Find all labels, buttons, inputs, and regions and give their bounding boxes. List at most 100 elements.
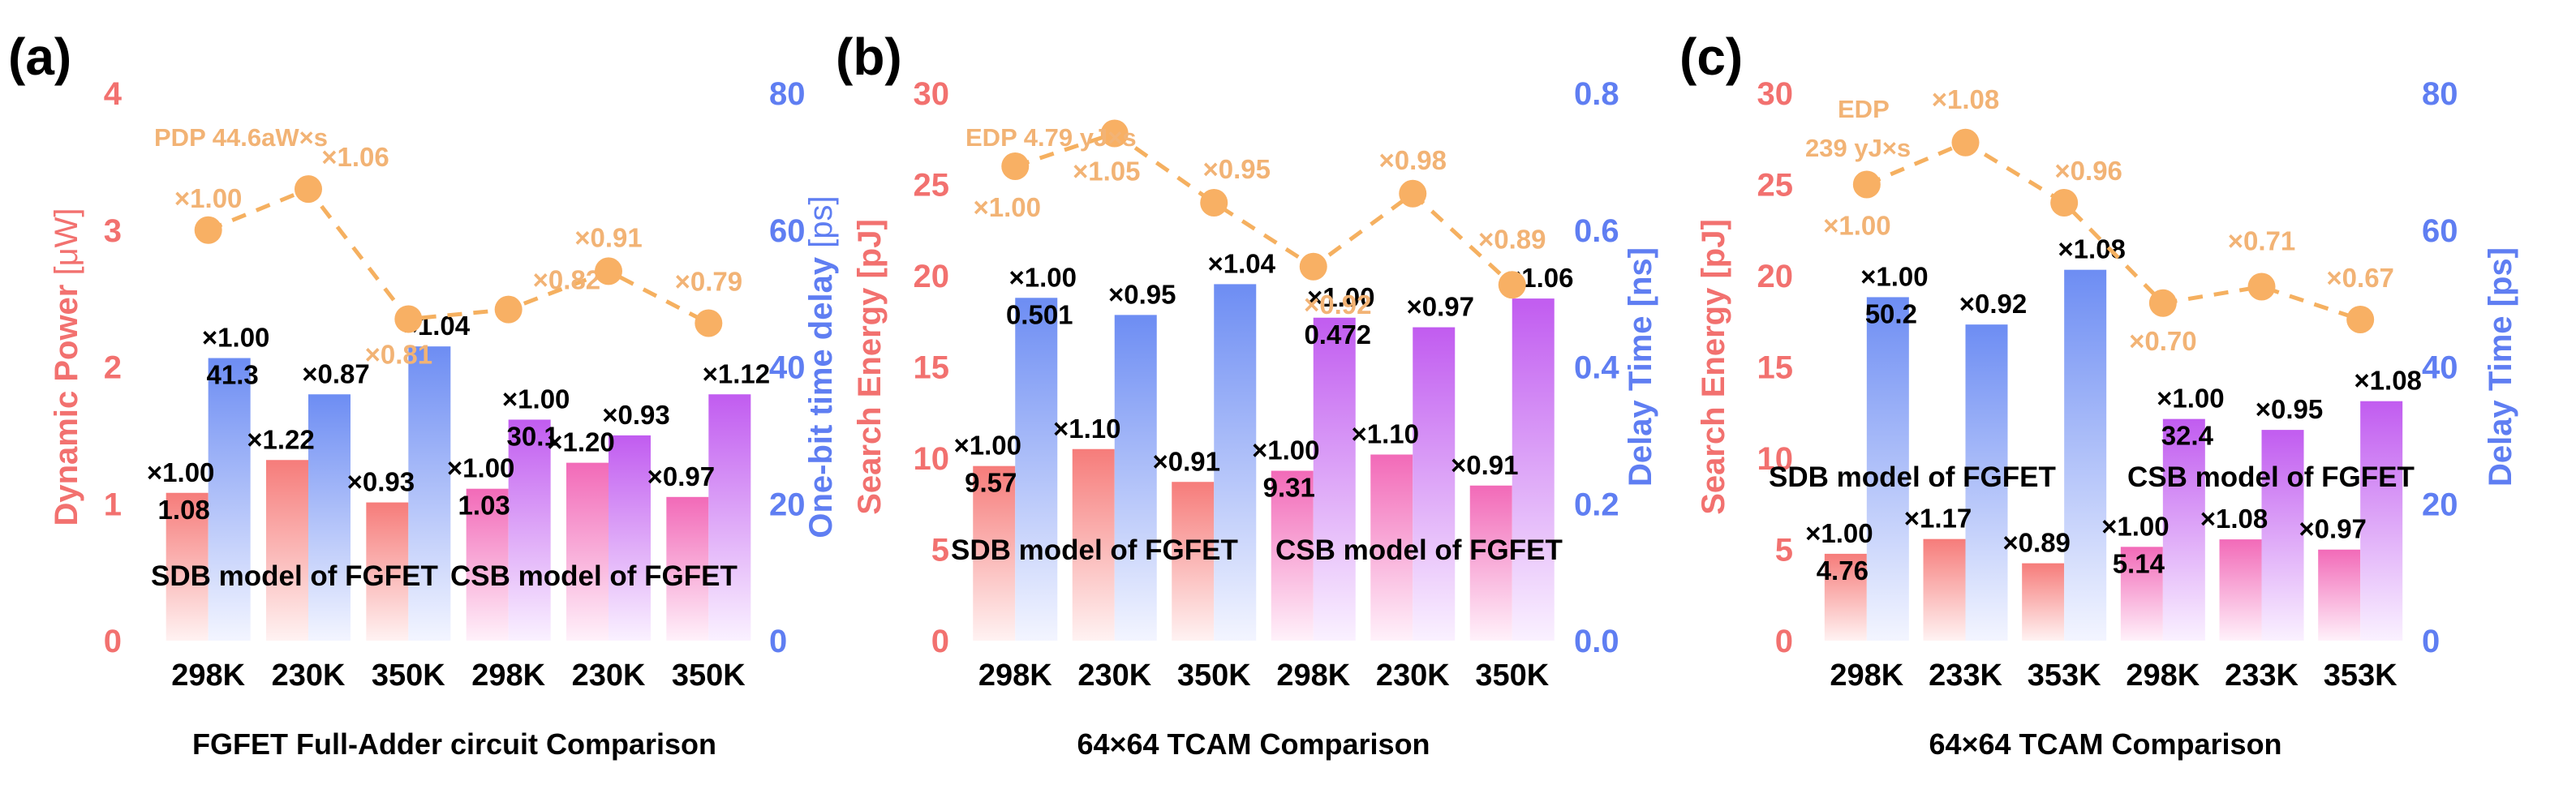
x-tick: 233K (2225, 658, 2299, 693)
model-label: CSB model of FGFET (2127, 461, 2415, 493)
bar-ratio-label: ×0.91 (1153, 446, 1221, 476)
bar-search-energy (1824, 553, 1867, 641)
line-point (1951, 128, 1980, 157)
line-annotation: EDP (1838, 95, 1890, 123)
x-tick: 298K (1276, 658, 1350, 693)
bar-ratio-label: ×0.92 (1959, 289, 2028, 319)
bar-ratio-label: ×1.00 (1009, 262, 1077, 292)
bar-ratio-label: ×0.93 (347, 467, 415, 497)
bar-ratio-label: ×0.91 (1451, 450, 1519, 480)
bar-one-bit-time-delay (508, 419, 551, 641)
line-point (394, 305, 423, 333)
bar-ratio-label: ×1.08 (2354, 366, 2422, 396)
line-ratio-label: ×1.00 (1823, 211, 1891, 241)
bar-dynamic-power (366, 502, 409, 641)
y-left-tick: 10 (914, 441, 950, 477)
line-ratio-label: ×0.91 (574, 222, 643, 252)
bar-ratio-label: ×1.00 (502, 384, 570, 414)
line-point (2148, 289, 2177, 317)
bar-ratio-label: ×1.22 (247, 424, 315, 454)
y-left-tick: 5 (1775, 533, 1793, 568)
panel-label: (c) (1679, 28, 1743, 86)
bar-value-label: 9.57 (965, 468, 1017, 498)
bar-search-energy (1271, 470, 1314, 641)
bar-ratio-label: ×1.04 (1208, 248, 1276, 278)
bar-delay-time (2360, 401, 2403, 641)
bar-ratio-label: ×1.00 (202, 323, 270, 353)
bar-ratio-label: ×0.97 (2299, 514, 2367, 544)
y-left-tick: 20 (1757, 259, 1794, 294)
y-right-label: One-bit time delay [ps] (803, 195, 839, 538)
x-tick: 298K (2126, 658, 2200, 693)
line-ratio-label: ×0.89 (1478, 224, 1546, 254)
line-point (1001, 152, 1030, 180)
bar-ratio-label: ×0.93 (602, 400, 670, 430)
bar-ratio-label: ×1.12 (703, 358, 771, 388)
y-right-tick: 40 (2422, 350, 2458, 386)
bar-value-label: 4.76 (1817, 556, 1869, 586)
bar-search-energy (1923, 538, 1966, 641)
x-tick: 350K (372, 658, 445, 693)
bar-ratio-label: ×1.00 (147, 457, 215, 487)
model-label: SDB model of FGFET (1769, 461, 2056, 493)
model-label: CSB model of FGFET (450, 560, 738, 592)
bar-delay-time (2261, 430, 2304, 641)
bar-delay-time (1015, 298, 1058, 641)
bar-ratio-label: ×1.00 (2157, 384, 2225, 414)
bar-value-label: 32.4 (2161, 421, 2214, 451)
panel-3: (c) 0 5 10 15 20 25 30 0 20 40 60 80 Search Energy [p… (1679, 28, 2518, 761)
bar-value-label: 30.1 (507, 421, 559, 451)
bar-dynamic-power (666, 496, 709, 641)
y-left-tick: 5 (931, 533, 949, 568)
x-tick: 350K (1475, 658, 1549, 693)
model-label: SDB model of FGFET (951, 534, 1238, 566)
y-right-tick: 0.2 (1574, 487, 1619, 522)
y-left-tick: 1 (104, 487, 122, 522)
bar-ratio-label: ×1.00 (1252, 435, 1320, 465)
y-right-tick: 0 (769, 624, 787, 659)
line-annotation: 239 yJ×s (1805, 134, 1911, 162)
bar-delay-time (1512, 298, 1555, 641)
bar-ratio-label: ×1.00 (1805, 518, 1873, 548)
bar-one-bit-time-delay (708, 394, 751, 641)
bar-dynamic-power (266, 460, 308, 641)
line-ratio-label: ×0.81 (365, 339, 433, 369)
y-right-tick: 80 (769, 76, 806, 112)
x-tick: 230K (572, 658, 646, 693)
line-point (2050, 189, 2079, 217)
bar-one-bit-time-delay (609, 435, 651, 641)
bar-delay-time (1114, 315, 1157, 641)
x-tick: 298K (471, 658, 545, 693)
bar-ratio-label: ×1.00 (1307, 282, 1375, 312)
line-point (1100, 119, 1129, 148)
line-point (1200, 189, 1228, 217)
bar-delay-time (1313, 317, 1356, 641)
y-left-tick: 4 (104, 76, 123, 112)
line-ratio-label: ×0.67 (2326, 263, 2394, 293)
bar-delay-time (2162, 418, 2205, 641)
bar-search-energy (1370, 454, 1413, 641)
line-annotation: PDP 44.6aW×s (154, 123, 328, 152)
y-left-tick: 0 (1775, 624, 1793, 659)
line-ratio-label: ×0.79 (675, 267, 743, 297)
y-left-label: Search Energy [pJ] (1696, 219, 1731, 515)
bar-dynamic-power (166, 492, 209, 641)
model-label: CSB model of FGFET (1275, 534, 1563, 566)
bar-search-energy (2318, 549, 2361, 641)
x-tick: 298K (978, 658, 1052, 693)
line-ratio-label: ×0.92 (1304, 290, 1372, 320)
bar-ratio-label: ×1.00 (2101, 511, 2170, 541)
line-annotation: EDP 4.79 yJ×s (965, 123, 1137, 152)
x-axis-label: FGFET Full-Adder circuit Comparison (192, 727, 716, 761)
bar-one-bit-time-delay (308, 394, 350, 641)
line-point (194, 216, 222, 244)
line-edp (1865, 139, 2361, 322)
bar-ratio-label: ×1.10 (1053, 414, 1121, 444)
bar-dynamic-power (466, 488, 509, 641)
x-tick: 233K (1929, 658, 2002, 693)
line-ratio-label: ×1.08 (1932, 84, 2000, 114)
bar-search-energy (2120, 547, 2163, 641)
y-left-tick: 3 (104, 213, 122, 249)
